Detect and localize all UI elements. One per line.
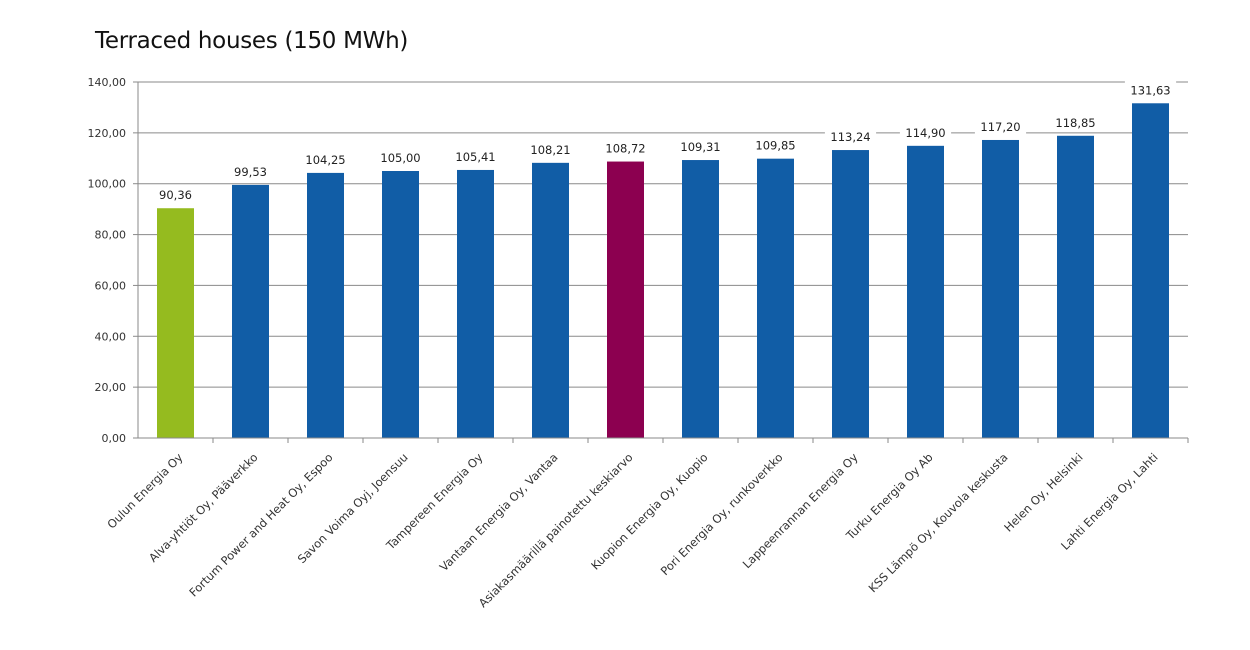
bar — [907, 145, 944, 438]
y-tick-label: 20,00 — [95, 381, 127, 394]
y-tick-label: 100,00 — [88, 178, 127, 191]
chart-title: Terraced houses (150 MWh) — [95, 28, 409, 54]
data-label-bg — [449, 147, 502, 164]
data-labels: 90,36 99,53 104,25 105,00 105,41 108,21 108,72… — [153, 81, 1177, 203]
data-label-bg — [749, 136, 802, 153]
data-label: 109,31 — [680, 140, 720, 154]
data-label-bg — [599, 139, 652, 156]
data-label: 131,63 — [1130, 83, 1170, 97]
data-label: 109,85 — [755, 139, 795, 153]
bar — [682, 160, 719, 438]
y-tick-label: 60,00 — [95, 279, 127, 292]
bar — [382, 171, 419, 438]
data-label: 117,20 — [980, 120, 1020, 134]
data-label-bg — [899, 123, 952, 140]
x-tick-label: Vantaan Energia Oy, Vantaa — [437, 450, 561, 574]
x-tick-label: Fortum Power and Heat Oy, Espoo — [186, 450, 335, 599]
data-label: 114,90 — [905, 126, 945, 140]
bars — [157, 103, 1169, 438]
bar — [607, 161, 644, 438]
data-label: 105,41 — [455, 150, 495, 164]
data-label: 108,72 — [605, 142, 645, 156]
x-tick-label: Pori Energia Oy, runkoverkko — [658, 450, 786, 578]
y-tick-label: 140,00 — [88, 76, 127, 89]
bar — [757, 158, 794, 438]
bar — [1132, 103, 1169, 438]
data-label-bg — [674, 138, 727, 155]
data-label: 118,85 — [1055, 116, 1095, 130]
data-label: 104,25 — [305, 153, 345, 167]
data-label-bg — [974, 117, 1027, 134]
data-label-bg — [524, 140, 577, 157]
gridlines — [138, 81, 1188, 388]
data-label-bg — [1124, 81, 1177, 98]
bar — [232, 184, 269, 438]
data-label-bg — [1049, 113, 1102, 130]
bar — [457, 169, 494, 438]
data-label-bg — [374, 149, 427, 165]
x-tick-label: Helen Oy, Helsinki — [1001, 450, 1085, 534]
data-label: 99,53 — [234, 165, 267, 179]
data-label: 108,21 — [530, 143, 570, 157]
y-tick-label: 40,00 — [95, 330, 127, 343]
bar — [832, 150, 869, 438]
data-label-bg — [824, 128, 877, 145]
bar — [532, 162, 569, 438]
bar — [982, 139, 1019, 438]
data-label-bg — [299, 150, 352, 167]
y-tick-label: 80,00 — [95, 229, 127, 242]
y-tick-label: 120,00 — [88, 127, 127, 140]
data-label: 113,24 — [830, 130, 870, 144]
data-label-bg — [153, 186, 198, 203]
x-tick-label: KSS Lämpö Oy, Kouvola keskusta — [866, 450, 1011, 595]
x-tick-label: Oulun Energia Oy — [104, 450, 185, 531]
y-tick-label: 0,00 — [102, 432, 127, 445]
x-tick-label: Asiakasmäärillä painotettu keskiarvo — [476, 450, 636, 610]
data-label: 105,00 — [380, 151, 420, 165]
data-label: 90,36 — [159, 188, 192, 202]
bar — [157, 208, 194, 438]
bar — [307, 172, 344, 438]
y-axis: 0,00 20,00 40,00 60,00 80,00 100,00 120,00 140,… — [88, 76, 139, 445]
bar — [1057, 135, 1094, 438]
data-label-bg — [228, 162, 273, 179]
